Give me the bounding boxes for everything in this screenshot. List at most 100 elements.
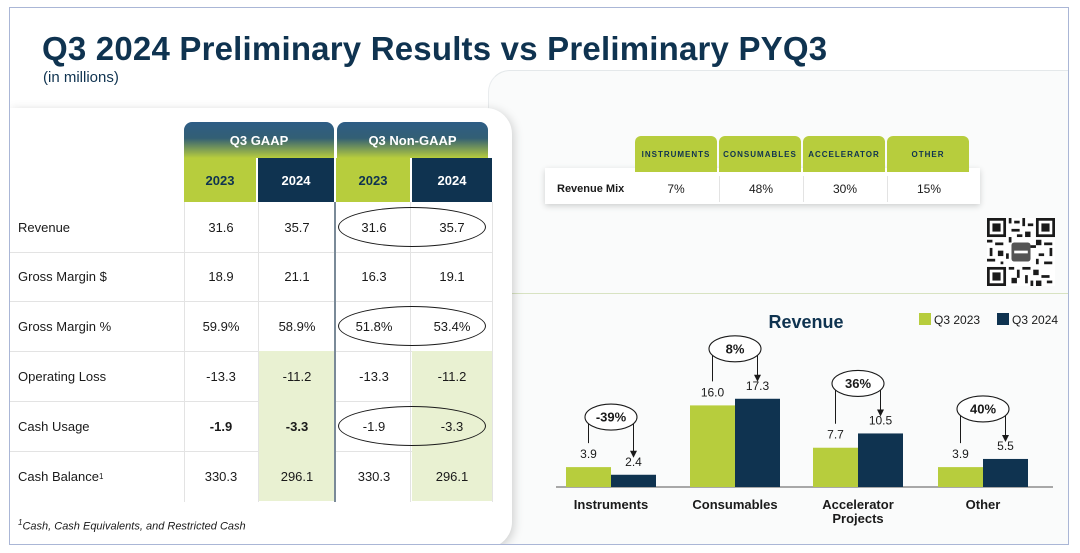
change-label: 8%: [726, 341, 745, 356]
qr-code-icon[interactable]: [987, 218, 1055, 286]
row-label: Cash Usage: [18, 401, 90, 451]
footnote-marker: 1: [18, 518, 23, 527]
table-cell: 59.9%: [202, 318, 240, 334]
change-oval: [708, 335, 762, 363]
year-header-non-gaap-2024: 2024: [412, 158, 492, 202]
bar: [813, 447, 858, 487]
revenue-mix-column-header: INSTRUMENTS: [635, 136, 717, 172]
column-divider: [184, 202, 185, 502]
callout-arrowhead: [754, 374, 761, 382]
highlight-oval: [338, 306, 486, 346]
bar: [566, 467, 611, 487]
row-divider: [10, 301, 492, 302]
table-cell: 296.1: [412, 451, 492, 501]
bar-value-label: 10.5: [869, 413, 893, 427]
category-label: Instruments: [574, 497, 648, 512]
legend-swatch-q3-2024: [997, 313, 1009, 325]
legend-swatch-q3-2023: [919, 313, 931, 325]
bar: [735, 398, 780, 487]
revenue-mix-value: 7%: [667, 182, 685, 196]
revenue-mix-value: 48%: [719, 176, 802, 202]
row-label: Gross Margin %: [18, 301, 111, 351]
table-cell: -13.3: [206, 368, 236, 384]
callout-arrowhead: [877, 409, 884, 417]
change-oval: [584, 403, 638, 431]
revenue-mix-column-header: ACCELERATOR: [803, 136, 885, 172]
bar: [690, 405, 735, 487]
row-label: Operating Loss: [18, 351, 106, 401]
row-label: Revenue: [18, 202, 70, 252]
revenue-mix-value: 30%: [803, 176, 886, 202]
row-label-text: Cash Balance: [18, 468, 99, 484]
revenue-chart: Revenue Q3 2023 Q3 2024 3.9 2.4 -39% Instru…: [556, 312, 1058, 526]
table-cell: 31.6: [208, 219, 234, 235]
row-divider: [10, 401, 492, 402]
change-oval: [956, 395, 1010, 423]
row-label: Cash Balance 1: [18, 451, 103, 501]
column-divider: [492, 202, 493, 502]
bars-layer: 3.9 2.4 -39% Instruments 16.0 17.3 8% Consumabl…: [566, 335, 1028, 526]
table-cell: -11.2: [258, 351, 336, 401]
callout-arrowhead: [630, 450, 637, 458]
column-divider: [258, 202, 259, 502]
row-label-text: Revenue: [18, 219, 71, 235]
column-divider: [334, 202, 336, 502]
bar-value-label: 2.4: [625, 455, 642, 469]
bar-value-label: 17.3: [746, 379, 770, 393]
bar-value-label: 5.5: [997, 439, 1014, 453]
table-cell: 19.1: [439, 268, 465, 284]
table-cell: 18.9: [208, 268, 234, 284]
category-label: Other: [966, 497, 1001, 512]
bar: [611, 474, 656, 487]
table-cell: 35.7: [284, 219, 310, 235]
table-cell: 296.1: [258, 451, 336, 501]
column-divider: [410, 202, 411, 502]
year-header-gaap-2024: 2024: [258, 158, 334, 202]
group-header-non-gaap: Q3 Non-GAAP: [337, 122, 488, 158]
bar-value-label: 7.7: [827, 428, 844, 442]
revenue-mix-label: Revenue Mix: [557, 183, 625, 195]
table-cell: -1.9: [209, 418, 233, 434]
table-cell: 330.3: [357, 468, 391, 484]
row-label-text: Gross Margin $: [18, 268, 107, 284]
row-divider: [10, 252, 492, 253]
row-divider: [10, 451, 492, 452]
page-title: Q3 2024 Preliminary Results vs Prelimina…: [42, 30, 828, 67]
row-label-text: Cash Usage: [18, 418, 90, 434]
page-subtitle: (in millions): [43, 69, 119, 86]
revenue-mix-card: [545, 168, 980, 204]
revenue-mix-column-header: CONSUMABLES: [719, 136, 801, 172]
row-label-text: Gross Margin %: [18, 318, 112, 334]
category-label: Consumables: [692, 497, 777, 512]
footnote: 1Cash, Cash Equivalents, and Restricted …: [18, 518, 246, 533]
chart-title: Revenue: [768, 312, 843, 332]
category-label: Accelerator Projects: [822, 497, 894, 526]
results-table-card: Q3 GAAP Q3 Non-GAAP 2023 2024 2023 2024 …: [10, 108, 512, 544]
slide: Q3 2024 Preliminary Results vs Prelimina…: [9, 7, 1069, 545]
highlight-oval: [338, 406, 486, 446]
bar: [858, 433, 903, 487]
change-oval: [831, 369, 885, 398]
panel-divider: [510, 293, 1068, 294]
callout-arrowhead: [1002, 434, 1009, 442]
legend-label-q3-2024: Q3 2024: [1012, 313, 1058, 327]
table-cell: -11.2: [412, 351, 492, 401]
bar: [983, 458, 1028, 487]
footnote-text: Cash, Cash Equivalents, and Restricted C…: [22, 520, 246, 533]
highlight-oval: [338, 207, 486, 247]
change-label: 40%: [970, 401, 996, 416]
table-cell: 330.3: [204, 468, 238, 484]
group-header-gaap: Q3 GAAP: [184, 122, 334, 158]
year-header-non-gaap-2023: 2023: [336, 158, 410, 202]
legend-label-q3-2023: Q3 2023: [934, 313, 980, 327]
revenue-mix-column-header: OTHER: [887, 136, 969, 172]
change-label: -39%: [596, 410, 627, 425]
bar-value-label: 16.0: [701, 385, 725, 399]
revenue-mix-value: 15%: [887, 176, 970, 202]
row-divider: [10, 351, 492, 352]
table-cell: -13.3: [359, 368, 389, 384]
row-label-text: Operating Loss: [18, 368, 107, 384]
bar: [938, 467, 983, 487]
table-cell: -3.3: [258, 401, 336, 451]
table-cell: 16.3: [361, 268, 387, 284]
